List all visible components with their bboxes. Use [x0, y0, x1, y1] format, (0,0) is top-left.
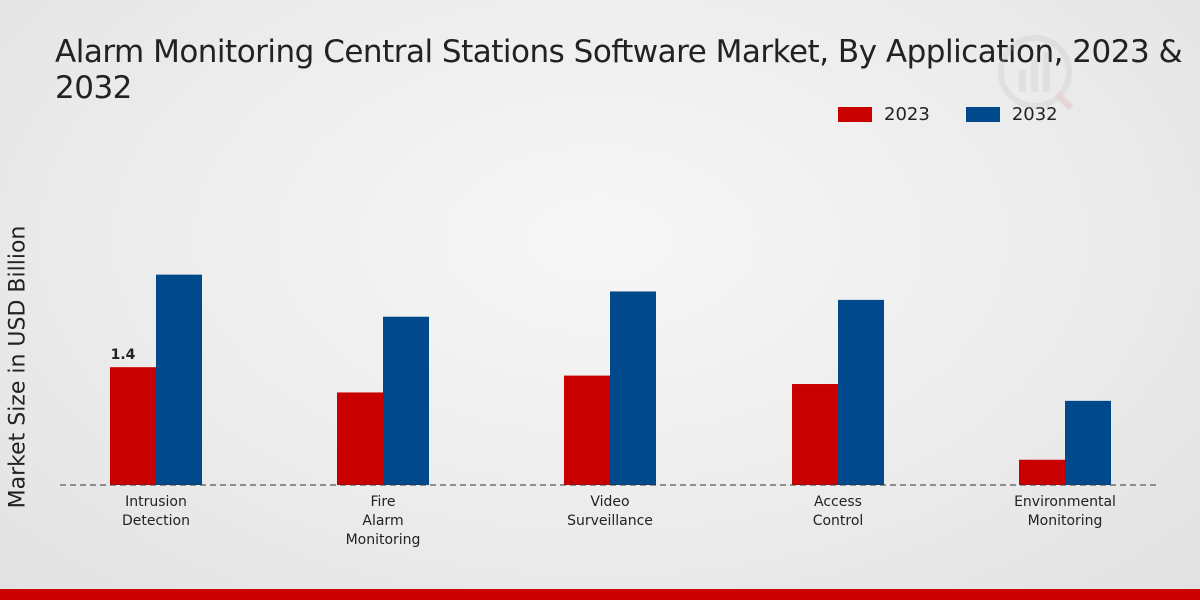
legend-item-2023[interactable]: 2023 [838, 104, 930, 125]
x-tick-label-line: Video [590, 494, 629, 510]
bar-2023-4[interactable] [1019, 459, 1065, 485]
legend: 2023 2032 [838, 104, 1094, 125]
x-tick-label-3: Access Control [813, 494, 864, 529]
x-tick-label-line: Surveillance [567, 513, 653, 529]
bar-2023-0[interactable] [110, 367, 156, 485]
x-tick-label-line: Access [814, 494, 862, 510]
x-tick-label-line: Intrusion [125, 494, 187, 510]
bar-2032-1[interactable] [383, 316, 429, 485]
bar-2023-1[interactable] [337, 392, 383, 485]
data-label-0: 1.4 [111, 347, 136, 363]
watermark-logo-icon [998, 35, 1074, 111]
bar-2023-2[interactable] [564, 375, 610, 485]
bar-2023-3[interactable] [792, 384, 838, 485]
x-tick-label-1: Fire Alarm Monitoring [346, 494, 421, 548]
legend-swatch-2032 [965, 107, 1000, 122]
legend-label-2032: 2032 [1011, 104, 1058, 125]
bottom-accent-bar [0, 589, 1200, 600]
x-tick-label-0: Intrusion Detection [122, 494, 190, 529]
legend-swatch-2023 [838, 107, 872, 122]
x-tick-label-line: Alarm [362, 513, 403, 529]
x-tick-label-line: Monitoring [346, 532, 421, 548]
bar-2032-0[interactable] [156, 274, 202, 485]
x-tick-label-4: Environmental Monitoring [1014, 494, 1116, 529]
x-tick-label-line: Monitoring [1028, 513, 1103, 529]
chart-title: Alarm Monitoring Central Stations Softwa… [55, 34, 1183, 106]
bar-2032-2[interactable] [610, 291, 656, 485]
legend-label-2023: 2023 [884, 104, 930, 125]
x-tick-label-line: Control [813, 513, 864, 529]
legend-item-2032[interactable]: 2032 [965, 104, 1058, 125]
x-tick-label-line: Fire [371, 494, 396, 510]
bar-2032-3[interactable] [838, 299, 884, 485]
x-tick-label-2: Video Surveillance [567, 494, 653, 529]
bar-2032-4[interactable] [1065, 400, 1111, 485]
x-tick-label-line: Environmental [1014, 494, 1116, 510]
x-tick-label-line: Detection [122, 513, 190, 529]
